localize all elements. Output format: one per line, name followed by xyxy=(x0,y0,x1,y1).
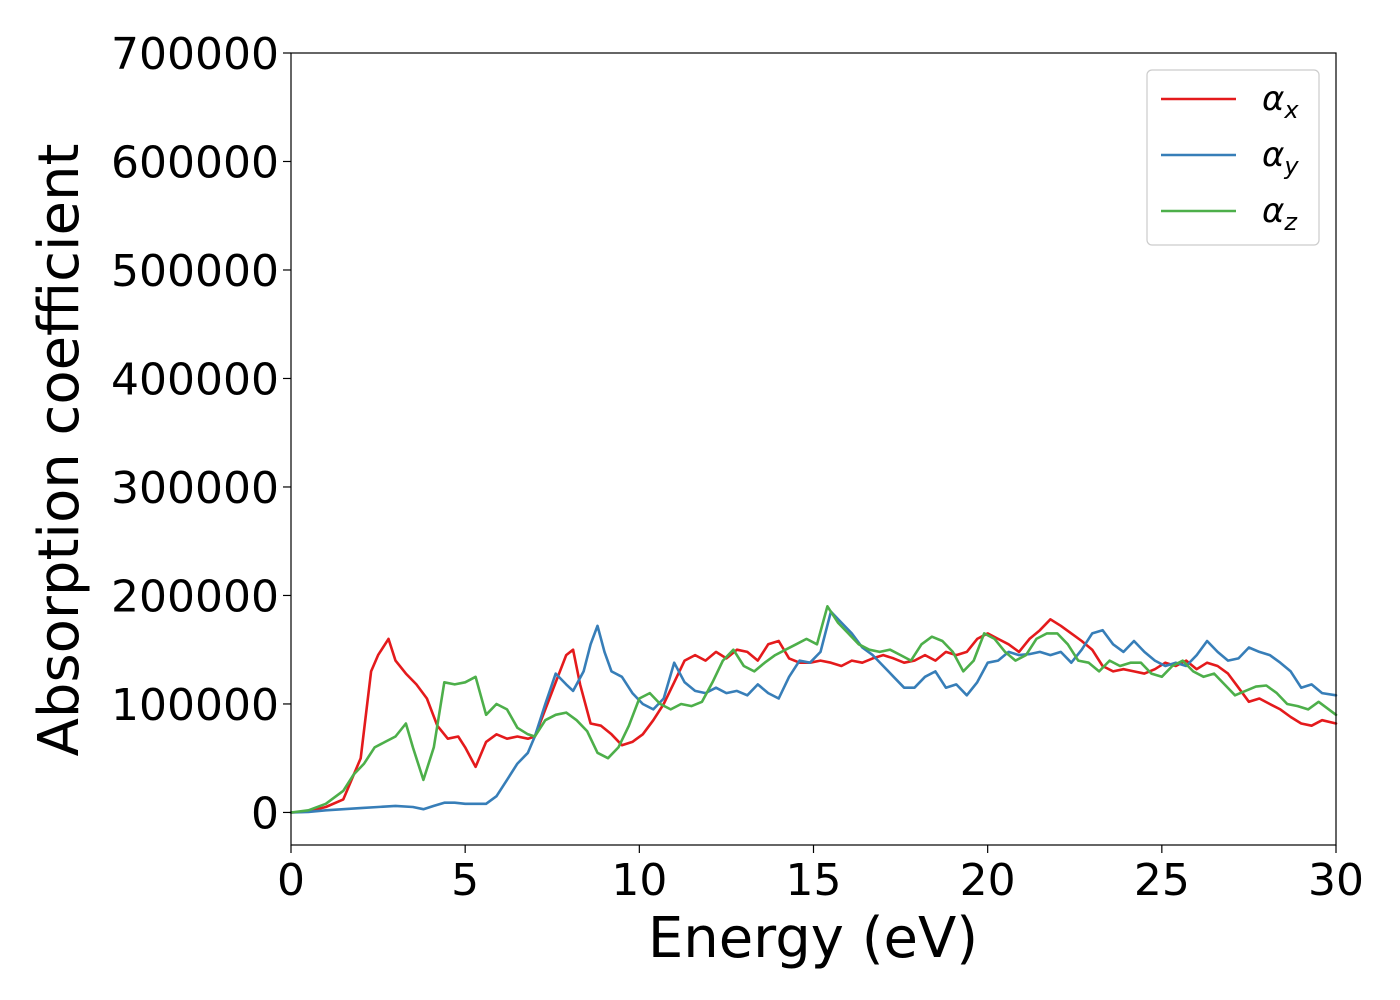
y-tick-label: 600000 xyxy=(111,137,279,188)
y-axis-label: Absorption coefficient xyxy=(27,144,92,757)
x-tick-label: 20 xyxy=(960,855,1016,906)
y-tick-label: 500000 xyxy=(111,246,279,297)
legend-label-y: αy xyxy=(1262,135,1299,180)
legend-label-z: αz xyxy=(1262,191,1298,236)
y-tick-label: 300000 xyxy=(111,463,279,514)
y-tick-label: 0 xyxy=(251,788,279,839)
y-tick-label: 700000 xyxy=(111,29,279,80)
series-line-y xyxy=(289,610,1338,814)
x-axis-label: Energy (eV) xyxy=(648,906,978,971)
x-tick-label: 25 xyxy=(1134,855,1190,906)
legend-label-x: αx xyxy=(1262,79,1299,124)
series-line-z xyxy=(289,604,1338,814)
x-tick-label: 0 xyxy=(277,855,305,906)
x-tick-label: 5 xyxy=(451,855,479,906)
y-axis: 0 100000 200000 300000 400000 500000 600000 700… xyxy=(111,29,291,839)
legend-frame xyxy=(1146,69,1320,246)
legend: αx αy αz xyxy=(1146,69,1320,246)
x-axis: 0 5 10 15 20 25 30 xyxy=(277,845,1364,906)
y-tick-label: 400000 xyxy=(111,354,279,405)
series-layer xyxy=(289,604,1338,814)
y-tick-label: 100000 xyxy=(111,680,279,731)
x-tick-label: 30 xyxy=(1308,855,1364,906)
y-tick-label: 200000 xyxy=(111,571,279,622)
x-tick-label: 10 xyxy=(611,855,667,906)
series-line-x xyxy=(289,617,1338,814)
x-tick-label: 15 xyxy=(786,855,842,906)
